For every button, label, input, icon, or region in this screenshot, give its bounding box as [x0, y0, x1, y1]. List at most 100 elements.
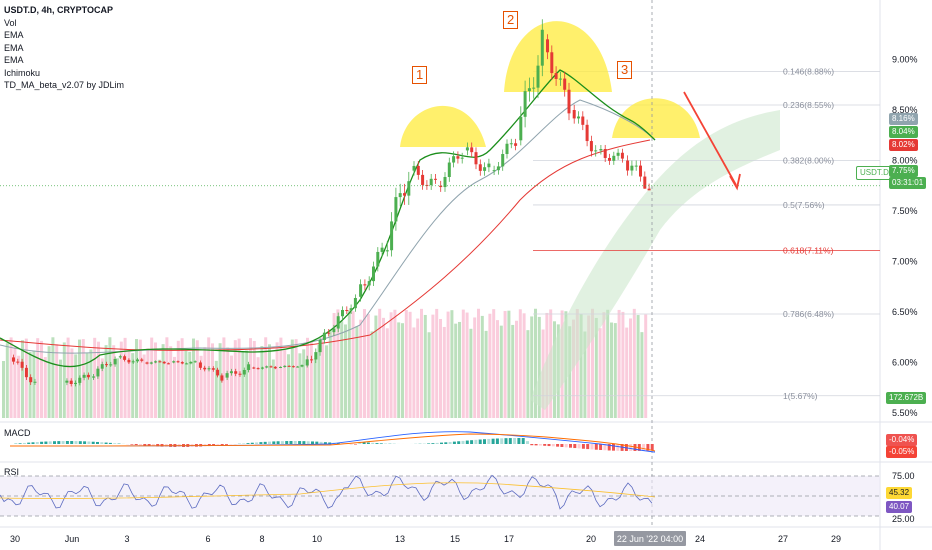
volume-bar — [442, 326, 446, 418]
macd-histogram-bar — [323, 442, 327, 444]
candle-body — [136, 359, 139, 362]
macd-histogram-bar — [487, 438, 491, 444]
macd-line — [9, 431, 656, 453]
time-axis-label: 8 — [259, 534, 264, 544]
candle-body — [394, 197, 398, 222]
indicator-ema-3[interactable]: EMA — [4, 55, 24, 65]
candle-body — [616, 152, 620, 156]
macd-histogram-bar — [564, 444, 568, 448]
volume-bar — [32, 350, 36, 418]
volume-bar — [598, 328, 602, 418]
candle-body — [554, 73, 558, 79]
candle-body — [546, 39, 549, 53]
macd-histogram-bar — [87, 441, 91, 444]
volume-bar — [537, 316, 541, 418]
volume-bar — [431, 314, 435, 418]
volume-bar — [325, 345, 328, 418]
candle-body — [421, 174, 425, 185]
macd-histogram-bar — [573, 444, 577, 449]
candle-body — [558, 78, 562, 80]
volume-bar — [404, 310, 408, 418]
volume-bar — [66, 337, 70, 418]
candle-body — [403, 193, 406, 196]
macd-histogram-bar — [100, 442, 104, 444]
volume-bar — [530, 316, 534, 418]
macd-histogram-bar — [547, 444, 551, 447]
volume-bar — [279, 337, 283, 418]
indicator-ema-2[interactable]: EMA — [4, 42, 24, 53]
fib-label: 0.146(8.88%) — [783, 67, 834, 77]
volume-bar — [606, 309, 610, 418]
ema-mid-line — [0, 99, 656, 354]
macd-histogram-bar — [156, 444, 160, 447]
rsi-pane-title[interactable]: RSI — [4, 467, 20, 477]
candle-body — [434, 178, 437, 180]
macd-histogram-bar — [104, 442, 108, 444]
volume-bar — [188, 351, 192, 418]
indicator-vol[interactable]: Vol — [4, 17, 17, 28]
current-price-tag: 7.75% — [889, 165, 918, 177]
indicator-td-ma[interactable]: TD_MA_beta_v2.07 by JDLim — [4, 80, 125, 90]
volume-bar — [294, 339, 298, 418]
time-cursor-bg — [614, 531, 686, 546]
volume-bar — [385, 328, 389, 418]
candle-body — [540, 29, 544, 66]
indicator-ichimoku[interactable]: Ichimoku — [4, 67, 41, 78]
left-shoulder-highlight — [400, 105, 486, 147]
macd-histogram-bar — [500, 438, 504, 444]
macd-histogram-bar — [556, 444, 560, 447]
time-axis-label: 29 — [831, 534, 841, 544]
macd-pane — [9, 431, 656, 453]
fib-label: 0.236(8.55%) — [783, 100, 834, 110]
macd-histogram-bar — [577, 444, 581, 449]
volume-bar — [382, 317, 385, 418]
volume-bar — [260, 346, 264, 418]
volume-bar — [112, 345, 116, 418]
head-highlight — [504, 21, 612, 92]
macd-histogram-bar — [328, 442, 332, 444]
volume-bar — [283, 348, 287, 418]
candle-body — [305, 359, 309, 366]
volume-bar — [636, 315, 640, 418]
macd-histogram-bar — [27, 442, 31, 444]
volume-bar — [507, 310, 511, 418]
macd-histogram-bar — [48, 441, 52, 444]
macd-histogram-bar — [263, 441, 267, 444]
macd-histogram-bar — [61, 441, 65, 444]
volume-bar — [355, 326, 359, 418]
candle-body — [376, 251, 380, 267]
candle-body — [185, 363, 189, 365]
volume-bar — [85, 353, 89, 418]
macd-tag-1: -0.04% — [886, 434, 918, 446]
volume-bar — [450, 310, 454, 418]
volume-bar — [165, 337, 169, 418]
macd-histogram-bar — [461, 440, 465, 444]
candle-body — [626, 160, 630, 171]
candle-body — [594, 150, 598, 152]
candle-body — [407, 181, 411, 196]
ema-tag-1: 8.16% — [889, 113, 918, 125]
candle-body — [363, 284, 367, 286]
candle-body — [603, 148, 607, 158]
symbol-line[interactable]: USDT.D, 4h, CRYPTOCAP — [4, 5, 114, 15]
volume-bar — [617, 309, 621, 418]
indicator-ema-1[interactable]: EMA — [4, 30, 24, 40]
candle-body — [620, 152, 624, 159]
candle-body — [193, 361, 197, 363]
macd-histogram-bar — [35, 442, 39, 444]
volume-bar — [408, 311, 412, 418]
volume-bar — [268, 344, 271, 418]
macd-pane-title[interactable]: MACD — [4, 428, 31, 438]
candle-body — [29, 377, 33, 383]
volume-bar — [363, 309, 366, 418]
volume-bar — [423, 314, 427, 418]
volume-bar — [199, 355, 203, 418]
macd-histogram-bar — [255, 442, 259, 444]
candle-body — [412, 165, 416, 171]
candle-body — [92, 376, 96, 378]
macd-histogram-bar — [650, 444, 654, 451]
down-arrow-shaft — [683, 91, 737, 186]
macd-histogram-bar — [354, 444, 357, 445]
volume-bar — [484, 330, 488, 418]
